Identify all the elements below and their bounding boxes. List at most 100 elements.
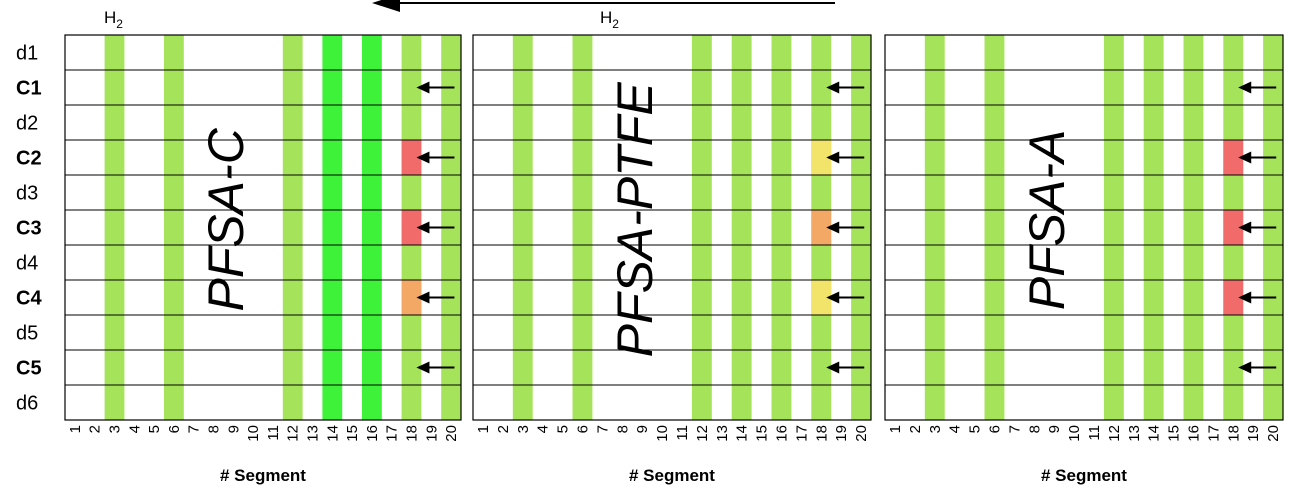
arrow-c1 — [416, 81, 455, 94]
row-label-d4: d4 — [16, 253, 38, 275]
flow-arrow-top — [372, 0, 835, 12]
segment-tick-20: 20 — [1265, 425, 1282, 442]
segment-tick-12: 12 — [694, 425, 711, 442]
arrow-c5 — [826, 361, 865, 374]
segment-tick-13: 13 — [1126, 425, 1143, 442]
segment-tick-10: 10 — [1066, 425, 1083, 442]
green-column-3 — [104, 35, 125, 420]
segment-tick-2: 2 — [87, 425, 104, 433]
row-label-c2: C2 — [16, 148, 42, 170]
segment-tick-3: 3 — [927, 425, 944, 433]
bright-green-column-16 — [362, 35, 382, 420]
green-column-16 — [771, 35, 792, 420]
row-label-c4: C4 — [16, 288, 42, 310]
arrow-c3 — [1238, 221, 1277, 234]
segment-tick-9: 9 — [634, 425, 651, 433]
segment-tick-1: 1 — [887, 425, 904, 433]
arrow-c1 — [1238, 81, 1277, 94]
segment-tick-5: 5 — [555, 425, 572, 433]
segment-tick-6: 6 — [986, 425, 1003, 433]
segment-tick-2: 2 — [907, 425, 924, 433]
arrow-c2 — [1238, 151, 1277, 164]
segment-tick-20: 20 — [443, 425, 460, 442]
segment-tick-16: 16 — [364, 425, 381, 442]
segment-tick-13: 13 — [714, 425, 731, 442]
cell-c4-seg-18 — [811, 280, 832, 315]
panel-frame — [64, 34, 462, 421]
segment-tick-18: 18 — [813, 425, 830, 442]
arrow-c5 — [416, 361, 455, 374]
segment-tick-15: 15 — [1166, 425, 1183, 442]
segment-tick-11: 11 — [265, 425, 282, 441]
row-label-c3: C3 — [16, 218, 42, 240]
arrow-c3 — [826, 221, 865, 234]
arrow-c2 — [826, 151, 865, 164]
segment-tick-14: 14 — [324, 425, 341, 442]
x-axis-label: # Segment — [220, 466, 306, 485]
cell-c3-seg-18 — [811, 210, 832, 245]
cell-c2-seg-18 — [1223, 140, 1244, 175]
segment-tick-13: 13 — [305, 425, 322, 442]
segment-tick-6: 6 — [574, 425, 591, 433]
segment-tick-3: 3 — [515, 425, 532, 433]
segment-tick-11: 11 — [674, 425, 691, 441]
segment-tick-9: 9 — [225, 425, 242, 433]
segment-tick-3: 3 — [107, 425, 124, 433]
row-label-d3: d3 — [16, 183, 38, 205]
segment-tick-16: 16 — [773, 425, 790, 442]
segment-tick-1: 1 — [475, 425, 492, 433]
arrow-c4 — [826, 291, 865, 304]
segment-tick-1: 1 — [67, 425, 84, 433]
segment-tick-20: 20 — [853, 425, 870, 442]
segment-tick-4: 4 — [947, 425, 964, 433]
cell-c2-seg-18 — [811, 140, 832, 175]
panel-frame — [472, 34, 872, 421]
panel-title: PFSA-A — [1019, 130, 1075, 311]
cell-c4-seg-18 — [401, 280, 422, 315]
arrow-c3 — [416, 221, 455, 234]
green-column-14 — [1143, 35, 1164, 420]
segment-tick-5: 5 — [146, 425, 163, 433]
segment-tick-11: 11 — [1086, 425, 1103, 441]
segment-tick-19: 19 — [1245, 425, 1262, 442]
x-axis-label: # Segment — [629, 466, 715, 485]
segment-tick-15: 15 — [754, 425, 771, 442]
green-column-6 — [572, 35, 593, 420]
row-label-c5: C5 — [16, 358, 42, 380]
panel-pfsa-a: PFSA-A1 2 3 4 5 6 7 8 9 10 11 12 13 14 15 16 17 18 19 20# S… — [884, 34, 1284, 485]
hydrogen-label-center: H2 — [600, 8, 619, 31]
segment-tick-17: 17 — [1205, 425, 1222, 442]
x-axis-label: # Segment — [1041, 466, 1127, 485]
segment-tick-8: 8 — [206, 425, 223, 433]
panel-frame — [884, 34, 1284, 421]
green-column-12 — [1103, 35, 1124, 420]
bright-green-column-14 — [322, 35, 343, 420]
cell-c3-seg-18 — [401, 210, 422, 245]
hydrogen-label-left: H2 — [104, 8, 123, 31]
row-label-d2: d2 — [16, 113, 38, 135]
segment-tick-14: 14 — [1146, 425, 1163, 442]
segment-tick-4: 4 — [535, 425, 552, 433]
segment-tick-6: 6 — [166, 425, 183, 433]
segment-tick-15: 15 — [344, 425, 361, 442]
green-column-6 — [164, 35, 184, 420]
cell-c4-seg-18 — [1223, 280, 1244, 315]
panel-title: PFSA-C — [198, 127, 254, 311]
green-column-3 — [512, 35, 533, 420]
segment-tick-7: 7 — [1006, 425, 1023, 433]
arrow-c4 — [416, 291, 455, 304]
arrow-c4 — [1238, 291, 1277, 304]
segment-tick-4: 4 — [126, 425, 143, 433]
row-label-d5: d5 — [16, 323, 38, 345]
segment-tick-10: 10 — [245, 425, 262, 442]
segment-tick-2: 2 — [495, 425, 512, 433]
green-column-16 — [1183, 35, 1204, 420]
green-column-12 — [691, 35, 712, 420]
segment-tick-9: 9 — [1046, 425, 1063, 433]
segment-tick-8: 8 — [1026, 425, 1043, 433]
green-column-12 — [282, 35, 303, 420]
panel-pfsa-c: PFSA-C1 2 3 4 5 6 7 8 9 10 11 12 13 14 15 16 17 18 19 20# S… — [64, 34, 462, 485]
segment-tick-7: 7 — [186, 425, 203, 433]
